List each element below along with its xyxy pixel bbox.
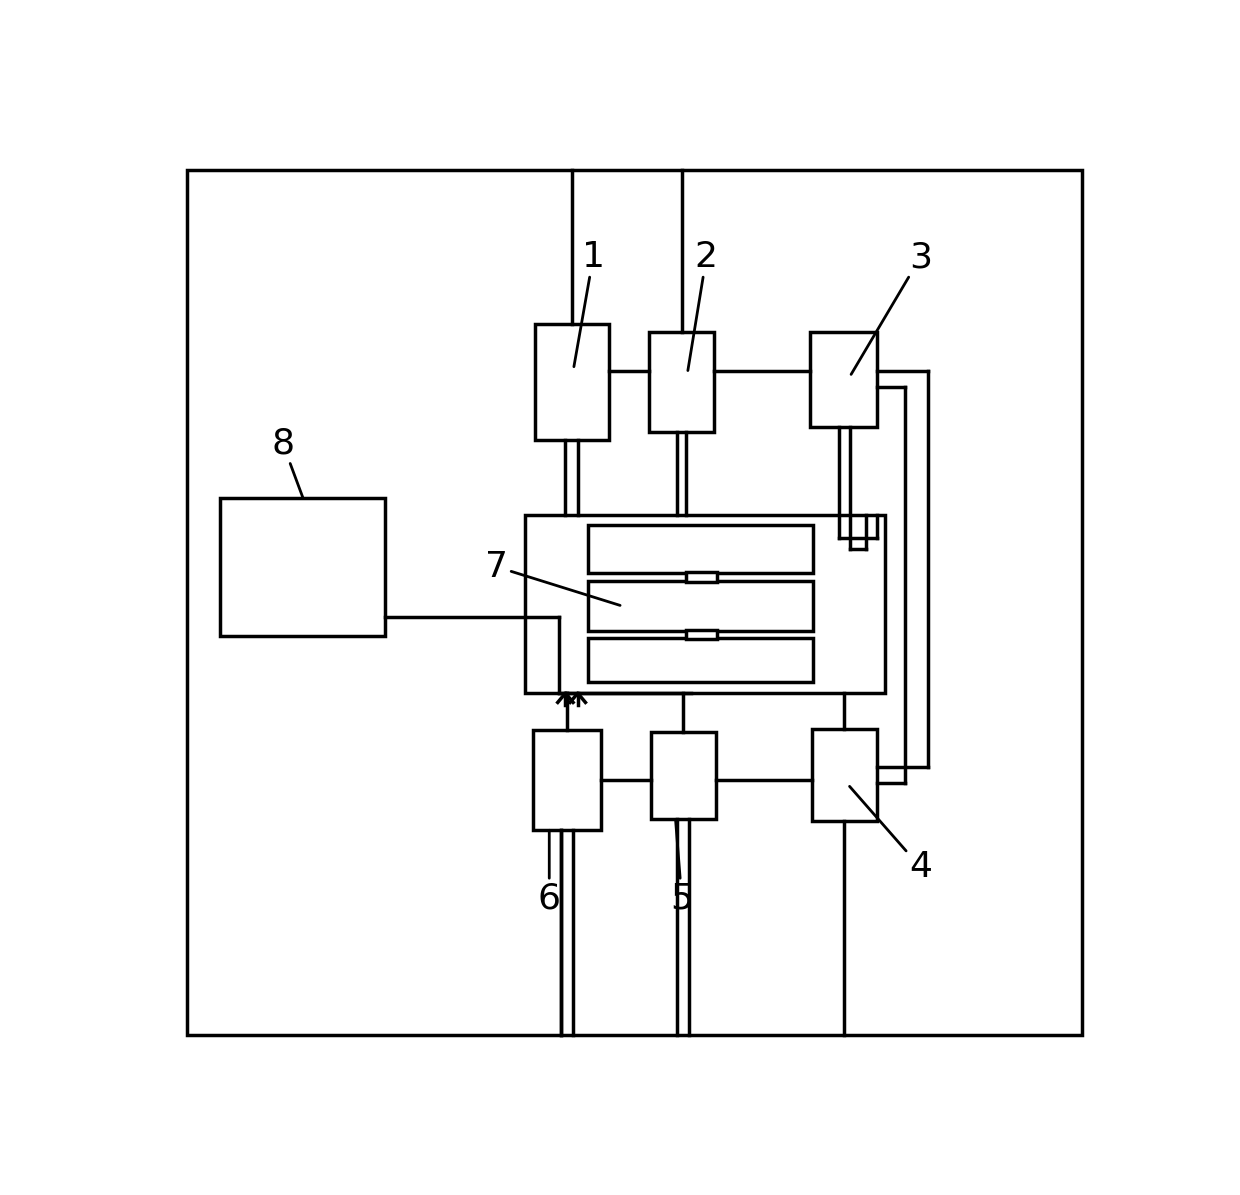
Bar [812, 729, 877, 821]
Bar [650, 332, 714, 433]
Bar [651, 733, 715, 820]
Bar [536, 324, 609, 440]
Text: 3: 3 [851, 240, 932, 374]
Text: 4: 4 [849, 786, 932, 884]
Bar [588, 581, 812, 631]
Bar [686, 572, 717, 582]
Text: 1: 1 [574, 240, 605, 367]
Bar [810, 332, 877, 427]
Text: 7: 7 [485, 550, 620, 606]
Text: 6: 6 [538, 831, 560, 915]
Bar [219, 497, 386, 636]
Text: 2: 2 [688, 240, 718, 370]
Bar [588, 525, 812, 574]
Text: 8: 8 [272, 427, 303, 497]
Bar [533, 730, 601, 831]
Text: 5: 5 [670, 820, 693, 915]
Bar [588, 638, 812, 682]
Bar [686, 630, 717, 639]
Bar [525, 515, 885, 693]
